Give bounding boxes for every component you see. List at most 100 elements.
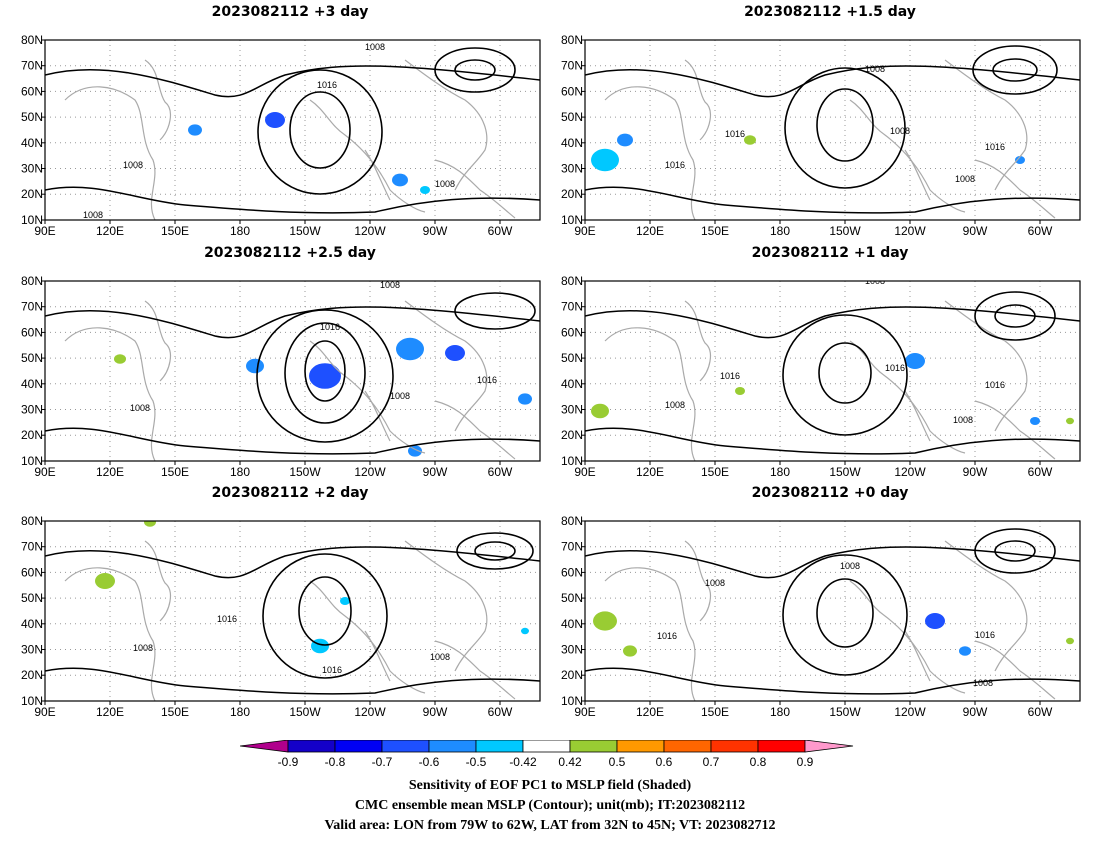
x-tick-label: 90W <box>423 705 448 719</box>
mslp-contour <box>45 306 540 339</box>
sensitivity-shading <box>1015 156 1025 164</box>
y-tick-label: 50N <box>21 591 43 605</box>
x-tick-label: 120W <box>894 465 926 479</box>
x-tick-label: 150W <box>289 705 321 719</box>
mslp-contour <box>284 322 366 424</box>
map-frame <box>584 39 1081 221</box>
y-tick-label: 10N <box>561 694 583 708</box>
coastline <box>309 580 426 694</box>
isobar-label: 1016 <box>322 665 342 675</box>
mslp-contour <box>45 427 540 455</box>
sensitivity-shading <box>735 387 745 395</box>
isobar-label: 1008 <box>133 643 153 653</box>
coastline <box>944 300 1028 432</box>
sensitivity-shading <box>925 613 945 629</box>
y-tick-label: 40N <box>21 617 43 631</box>
colorbar-tick-label: 0.5 <box>609 755 626 769</box>
panel-4: 2023082112 +1 day 1008 1016 1016 1008 1016 10… <box>560 245 1100 479</box>
sensitivity-shading <box>1066 637 1074 645</box>
colorbar-swatch <box>710 740 759 753</box>
x-tick-label: 180 <box>230 465 250 479</box>
y-tick-label: 80N <box>21 274 43 288</box>
mslp-contour <box>45 667 540 695</box>
map-content: 1008 1016 1008 1016 1008 <box>585 521 1080 701</box>
sensitivity-shading <box>591 403 609 419</box>
coastline <box>604 327 696 461</box>
y-tick-label: 80N <box>21 514 43 528</box>
x-tick-label: 150E <box>701 224 729 238</box>
isobar-label: 1016 <box>885 363 905 373</box>
x-tick-label: 90E <box>34 705 55 719</box>
map-plot: 1008 1016 1008 1008 1016 80N 70N 60N 50N 40N 30N 20… <box>21 274 541 479</box>
map-plot: 1008 1016 1016 1008 1016 1008 80N 70N 60N 50N 40N 3… <box>561 274 1081 479</box>
colorbar-tick-label: -0.6 <box>419 755 440 769</box>
colorbar-arrow-left <box>240 740 289 753</box>
coastline <box>434 640 516 700</box>
y-tick-label: 50N <box>21 351 43 365</box>
y-tick-label: 20N <box>561 668 583 682</box>
y-tick-label: 40N <box>21 377 43 391</box>
colorbar-tick-label: -0.42 <box>509 755 537 769</box>
isobar-label: 1008 <box>840 561 860 571</box>
x-tick-label: 90E <box>574 224 595 238</box>
mslp-contour <box>454 292 536 330</box>
y-tick-label: 10N <box>561 213 583 227</box>
y-tick-label: 50N <box>561 110 583 124</box>
isobar-label: 1016 <box>985 380 1005 390</box>
isobar-label: 1008 <box>865 276 885 286</box>
y-tick-label: 20N <box>21 187 43 201</box>
mslp-contour <box>585 427 1080 455</box>
colorbar-swatch <box>663 740 712 753</box>
x-tick-label: 120E <box>96 465 124 479</box>
y-tick-label: 80N <box>561 514 583 528</box>
caption-line-2: CMC ensemble mean MSLP (Contour); unit(m… <box>354 798 746 813</box>
colorbar-swatch <box>522 740 571 753</box>
mslp-contour <box>585 546 1080 579</box>
x-tick-label: 180 <box>770 224 790 238</box>
coastline <box>364 390 391 442</box>
y-tick-label: 30N <box>21 403 43 417</box>
mslp-contour <box>994 540 1036 562</box>
sensitivity-shading <box>408 445 422 457</box>
map-frame <box>44 520 541 702</box>
y-tick-label: 30N <box>561 162 583 176</box>
x-tick-label: 180 <box>770 705 790 719</box>
map-frame <box>44 39 541 221</box>
coastline <box>944 59 1028 191</box>
map-content: 1008 1016 1008 1008 1008 <box>45 40 540 220</box>
y-tick-label: 20N <box>21 428 43 442</box>
isobar-label: 1016 <box>665 160 685 170</box>
x-tick-label: 90W <box>963 465 988 479</box>
map-content: 1008 1016 1008 1008 1016 <box>45 281 540 461</box>
coastline <box>974 400 1056 460</box>
y-tick-label: 70N <box>561 300 583 314</box>
y-tick-label: 30N <box>21 162 43 176</box>
x-tick-label: 90W <box>963 224 988 238</box>
x-tick-label: 90E <box>574 465 595 479</box>
coastline <box>974 159 1056 219</box>
mslp-contour <box>257 69 383 195</box>
y-tick-label: 60N <box>21 565 43 579</box>
map-content: 1008 1016 1016 1008 1016 1008 <box>585 276 1080 461</box>
mslp-contour <box>289 91 351 169</box>
panel-title: 2023082112 +2 day <box>211 485 369 501</box>
x-tick-label: 90E <box>574 705 595 719</box>
y-tick-label: 70N <box>21 59 43 73</box>
y-tick-label: 10N <box>21 694 43 708</box>
panel-6: 2023082112 +0 day 1008 1016 1008 1016 1008 80… <box>560 485 1100 719</box>
x-tick-label: 120W <box>894 224 926 238</box>
colorbar-swatch <box>569 740 618 753</box>
mslp-contour <box>585 306 1080 339</box>
y-tick-label: 50N <box>561 351 583 365</box>
sensitivity-shading <box>420 186 430 194</box>
y-tick-label: 60N <box>561 84 583 98</box>
x-tick-label: 90W <box>423 465 448 479</box>
coastline <box>364 149 391 201</box>
y-tick-label: 80N <box>561 33 583 47</box>
colorbar-tick-label: 0.8 <box>750 755 767 769</box>
isobar-label: 1008 <box>435 179 455 189</box>
sensitivity-shading <box>309 363 341 389</box>
isobar-label: 1016 <box>317 80 337 90</box>
mslp-contour <box>818 342 872 404</box>
x-tick-label: 120E <box>636 465 664 479</box>
